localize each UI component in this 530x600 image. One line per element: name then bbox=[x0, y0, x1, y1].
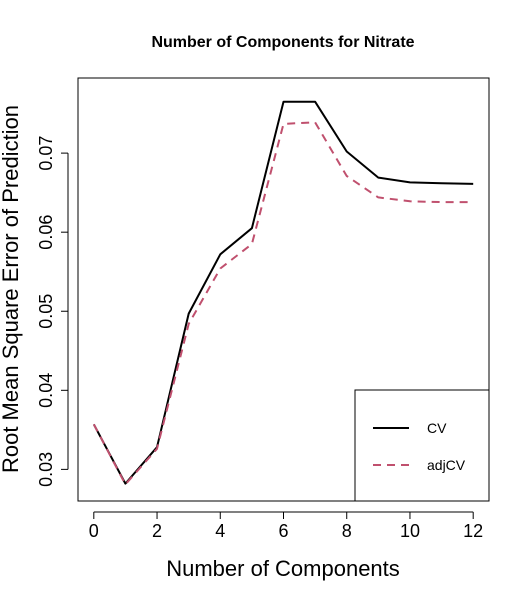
x-tick-label: 10 bbox=[400, 521, 420, 541]
series-layer bbox=[92, 100, 474, 486]
x-tick-label: 2 bbox=[152, 521, 162, 541]
y-tick-label: 0.06 bbox=[36, 215, 56, 250]
x-tick-label: 12 bbox=[463, 521, 483, 541]
x-tick-label: 6 bbox=[278, 521, 288, 541]
legend-label-adjcv: adjCV bbox=[427, 457, 466, 473]
legend: CV adjCV bbox=[354, 389, 490, 502]
x-axis-label: Number of Components bbox=[166, 556, 400, 581]
legend-label-cv: CV bbox=[427, 420, 447, 436]
y-tick-label: 0.03 bbox=[36, 452, 56, 487]
legend-box bbox=[354, 389, 490, 502]
series-line-adjcv bbox=[92, 121, 474, 486]
plot-frame bbox=[77, 77, 490, 502]
y-tick-label: 0.04 bbox=[36, 373, 56, 408]
y-axis: 0.03 0.04 0.05 0.06 0.07 bbox=[36, 136, 69, 487]
y-tick-label: 0.05 bbox=[36, 294, 56, 329]
x-tick-label: 4 bbox=[215, 521, 225, 541]
chart-title: Number of Components for Nitrate bbox=[151, 34, 414, 51]
x-tick-label: 8 bbox=[342, 521, 352, 541]
y-axis-label: Root Mean Square Error of Prediction bbox=[0, 105, 23, 473]
x-axis: 0 2 4 6 8 10 12 bbox=[89, 511, 483, 541]
y-tick-label: 0.07 bbox=[36, 136, 56, 171]
x-tick-label: 0 bbox=[89, 521, 99, 541]
